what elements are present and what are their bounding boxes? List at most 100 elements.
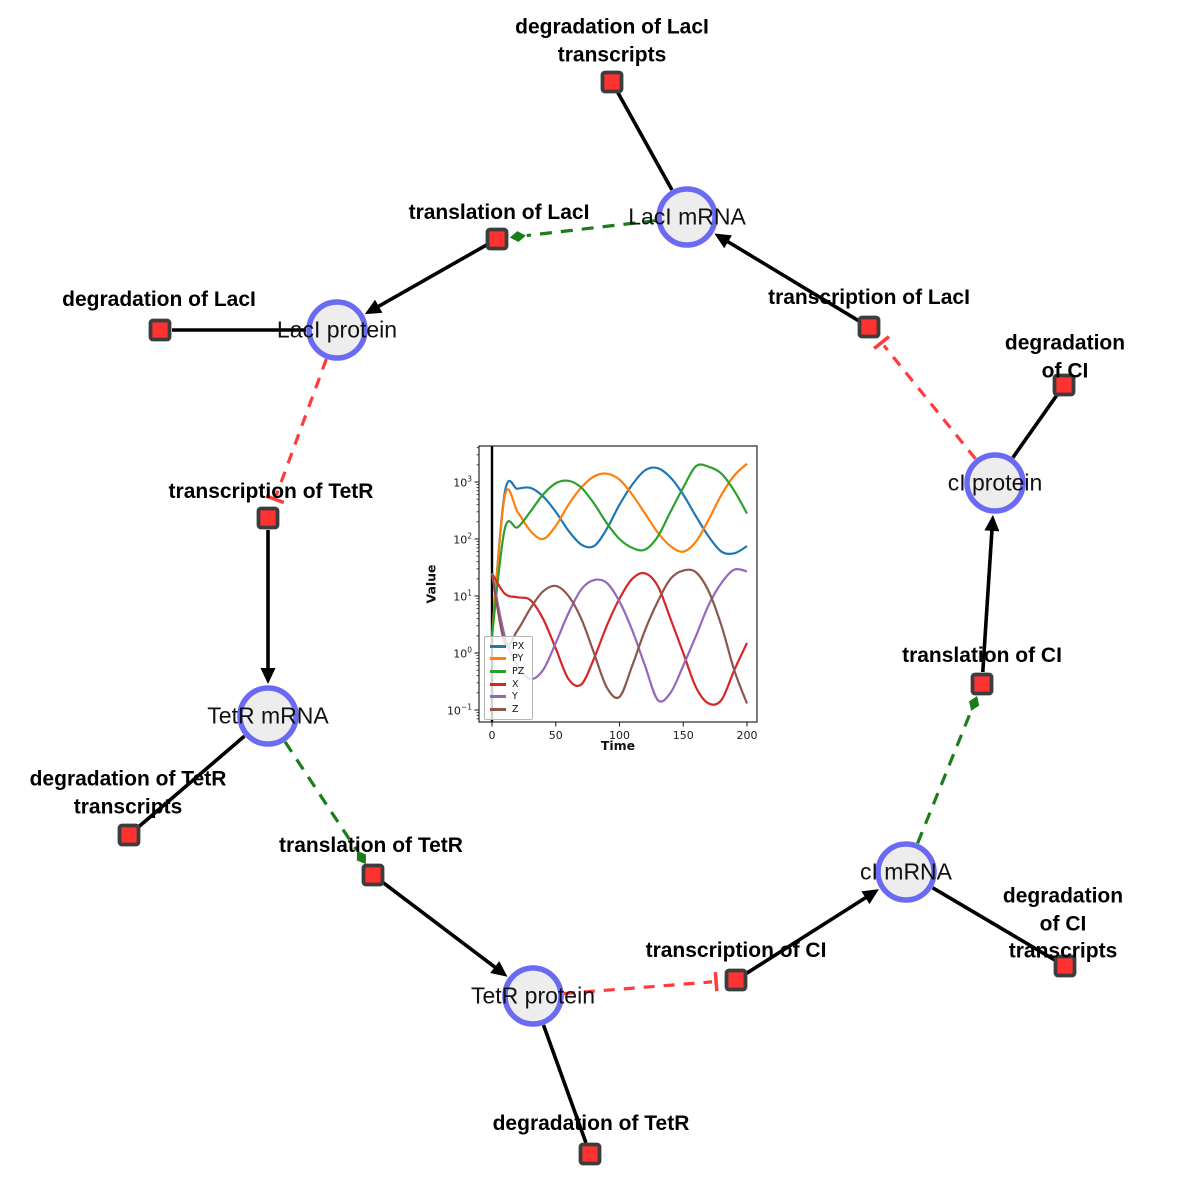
species-node-ci-protein[interactable]	[964, 452, 1026, 514]
reaction-node-deg-tetr-tx[interactable]	[117, 823, 141, 847]
edge-tsl-tetr-tetr-protein	[381, 880, 508, 977]
legend-swatch	[490, 669, 506, 673]
edge-tsc-tetr-tetr-mrna	[260, 530, 276, 684]
reaction-label-deg-laci: degradation of LacI	[62, 288, 256, 312]
edge-ci-protein-tsc-laci	[873, 335, 977, 460]
legend-item-z: Z	[490, 703, 524, 716]
series-line-y	[490, 567, 748, 703]
reaction-label-deg-laci-tx: degradation of LacI transcripts	[515, 15, 709, 66]
activation-arrowhead	[509, 231, 526, 243]
legend-swatch	[490, 644, 506, 648]
edge-tetr-protein-deg-tetr	[541, 1024, 588, 1144]
legend-item-px: PX	[490, 640, 524, 653]
x-axis-label: Time	[600, 738, 636, 753]
inhibition-tbar	[873, 335, 891, 350]
legend-item-pz: PZ	[490, 665, 524, 678]
nodes-layer	[117, 70, 1077, 1166]
edges-layer	[136, 91, 1059, 1144]
reaction-label-deg-tetr-tx: degradation of TetR transcripts	[29, 767, 227, 818]
legend-label: X	[512, 678, 519, 690]
legend-swatch	[490, 695, 506, 699]
species-node-laci-mrna[interactable]	[656, 186, 718, 248]
y-tick-label: 10−1	[446, 702, 472, 718]
arrowhead	[260, 668, 276, 684]
x-tick-label: 50	[548, 729, 563, 742]
species-label-tetr-mrna: TetR mRNA	[207, 702, 329, 729]
series-line-py	[490, 462, 748, 636]
y-axis-label: Value	[423, 564, 439, 604]
species-node-laci-protein[interactable]	[306, 299, 368, 361]
reaction-label-tsc-ci: transcription of CI	[645, 939, 827, 963]
legend-item-x: X	[490, 678, 524, 691]
edge-laci-protein-tsc-tetr	[265, 358, 328, 505]
reaction-node-tsc-tetr[interactable]	[256, 506, 280, 530]
reaction-label-tsl-ci: translation of CI	[902, 644, 1062, 668]
plot-spines	[478, 445, 758, 723]
legend-swatch	[490, 707, 506, 711]
species-label-ci-mrna: cI mRNA	[860, 858, 952, 885]
reaction-label-tsc-tetr: transcription of TetR	[168, 480, 374, 504]
edge-ci-mrna-tsl-ci	[916, 696, 980, 844]
legend-label: PY	[512, 653, 524, 665]
legend-swatch	[490, 657, 506, 661]
arrowhead	[364, 299, 383, 315]
arrowhead	[861, 889, 879, 905]
legend-swatch	[490, 682, 506, 686]
species-node-tetr-mrna[interactable]	[237, 685, 299, 747]
x-tick-label: 0	[488, 729, 496, 742]
reaction-label-tsl-laci: translation of LacI	[408, 201, 590, 225]
reaction-label-tsc-laci: transcription of LacI	[768, 286, 970, 310]
x-tick-label: 150	[672, 729, 694, 742]
edge-tsc-laci-laci-mrna	[714, 233, 860, 323]
edge-tsl-ci-ci-protein	[980, 514, 1000, 673]
reaction-label-deg-tetr: degradation of TetR	[492, 1112, 690, 1136]
reaction-node-deg-tetr[interactable]	[578, 1142, 602, 1166]
inhibition-tbar	[265, 494, 285, 505]
reaction-node-deg-ci[interactable]	[1052, 373, 1076, 397]
reaction-node-tsl-laci[interactable]	[485, 227, 509, 251]
edge-tsc-ci-ci-mrna	[745, 889, 879, 976]
legend-label: PX	[512, 640, 525, 652]
y-tick-label: 103	[453, 474, 472, 490]
legend-item-py: PY	[490, 653, 524, 666]
series-line-pz	[490, 463, 748, 636]
legend-label: PZ	[512, 665, 525, 677]
species-label-laci-protein: LacI protein	[276, 316, 398, 343]
edge-tetr-mrna-tsl-tetr	[283, 740, 367, 865]
legend-label: Y	[512, 691, 518, 703]
reaction-node-tsc-laci[interactable]	[857, 315, 881, 339]
species-label-laci-mrna: LacI mRNA	[628, 203, 746, 230]
chart-legend: PX PY PZ X Y Z	[484, 636, 534, 720]
reaction-label-deg-ci-tx: degradation of CI transcripts	[1002, 884, 1124, 963]
species-label-tetr-protein: TetR protein	[470, 982, 596, 1009]
reaction-node-tsl-tetr[interactable]	[361, 863, 385, 887]
edge-tetr-protein-tsc-ci	[563, 971, 719, 996]
arrowhead	[490, 961, 508, 977]
arrowhead	[984, 514, 1000, 532]
y-tick-label: 102	[453, 531, 472, 547]
edge-laci-mrna-tsl-laci	[509, 218, 657, 243]
arrowhead	[714, 233, 732, 249]
reaction-node-deg-laci-tx[interactable]	[600, 70, 624, 94]
activation-arrowhead	[356, 850, 367, 865]
activation-arrowhead	[969, 696, 980, 711]
edge-tsl-laci-laci-protein	[364, 243, 488, 315]
y-tick-label: 100	[453, 645, 472, 661]
reaction-label-tsl-tetr: translation of TetR	[279, 834, 463, 858]
species-label-ci-protein: cI protein	[947, 469, 1043, 496]
species-node-tetr-protein[interactable]	[502, 965, 564, 1027]
edge-ci-mrna-deg-ci-tx	[931, 886, 1056, 962]
reaction-node-tsc-ci[interactable]	[724, 968, 748, 992]
x-tick-label: 100	[609, 729, 630, 742]
reaction-node-tsl-ci[interactable]	[970, 672, 994, 696]
edge-laci-mrna-deg-laci-tx	[616, 91, 674, 191]
series-line-z	[490, 568, 749, 704]
inhibition-tbar	[713, 971, 719, 992]
reaction-node-deg-laci[interactable]	[148, 318, 172, 342]
reaction-node-deg-ci-tx[interactable]	[1053, 954, 1077, 978]
edge-tetr-mrna-deg-tetr-tx	[136, 734, 246, 829]
edge-ci-protein-deg-ci	[1011, 393, 1059, 459]
species-node-ci-mrna[interactable]	[875, 841, 937, 903]
